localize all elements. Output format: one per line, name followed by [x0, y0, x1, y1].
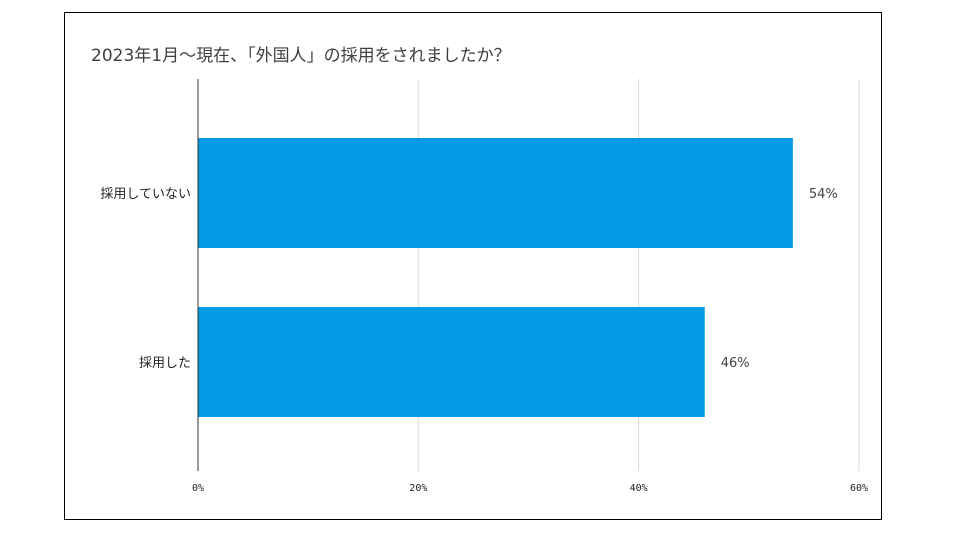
tick-label-0: 0%: [192, 483, 204, 494]
tick-label-3: 60%: [850, 483, 868, 494]
tick-label-1: 20%: [409, 483, 427, 494]
chart-frame: 2023年1月～現在、「外国人」の採用をされましたか？ 採用していない採用した 5…: [64, 12, 882, 520]
bar-1: [198, 307, 705, 417]
bar-0: [198, 138, 793, 248]
chart-title: 2023年1月～現在、「外国人」の採用をされましたか？: [91, 46, 511, 66]
category-label-1: 採用した: [139, 356, 191, 371]
data-label-0: 54%: [809, 187, 838, 202]
category-label-0: 採用していない: [100, 187, 191, 202]
data-label-1: 46%: [721, 356, 750, 371]
tick-label-2: 40%: [630, 483, 648, 494]
